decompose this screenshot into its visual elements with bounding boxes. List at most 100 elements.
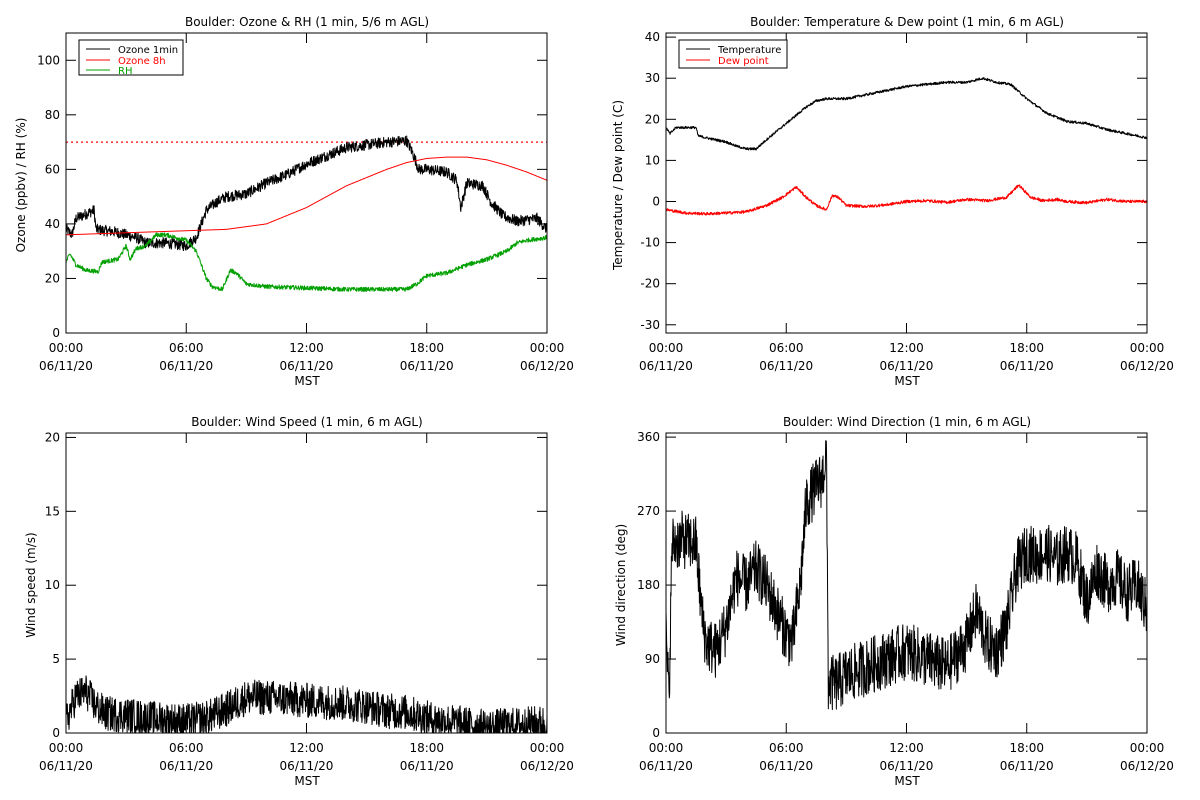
ozone-rh-line-rh xyxy=(65,232,548,293)
temperature-dewpoint-xtick-label-date: 06/12/20 xyxy=(1120,359,1174,373)
wind-direction-xtick-label-time: 00:00 xyxy=(1130,741,1165,755)
ozone-rh-ytick-label: 20 xyxy=(45,271,60,285)
panel-wind-direction-ylabel: Wind direction (deg) xyxy=(614,524,628,646)
ozone-rh-line-ozone-1min xyxy=(65,135,548,252)
temperature-dewpoint-ytick-label: 40 xyxy=(645,30,660,44)
ozone-rh-xtick-label-date: 06/12/20 xyxy=(520,359,574,373)
panel-wind-direction: Boulder: Wind Direction (1 min, 6 m AGL)… xyxy=(614,415,1174,788)
panel-ozone-rh-plot-area xyxy=(65,32,548,334)
wind-direction-ytick-label: 270 xyxy=(637,504,660,518)
wind-speed-xtick-label-time: 06:00 xyxy=(169,741,204,755)
wind-direction-line-series-0 xyxy=(665,440,1148,711)
wind-direction-ytick-label: 0 xyxy=(652,726,660,740)
wind-direction-xtick-label-time: 06:00 xyxy=(769,741,804,755)
wind-direction-ytick-label: 360 xyxy=(637,430,660,444)
panel-wind-direction-xlabel: MST xyxy=(894,774,920,788)
legend-box xyxy=(678,39,788,69)
ozone-rh-line-ozone-8h xyxy=(65,156,548,236)
temperature-dewpoint-xtick-label-date: 06/11/20 xyxy=(759,359,813,373)
wind-direction-xtick-label-time: 18:00 xyxy=(1009,741,1044,755)
panel-ozone-rh-title: Boulder: Ozone & RH (1 min, 5/6 m AGL) xyxy=(185,15,429,29)
temperature-dewpoint-xtick-label-date: 06/11/20 xyxy=(639,359,693,373)
temperature-dewpoint-ytick-label: 30 xyxy=(645,71,660,85)
temperature-dewpoint-ytick-label: -10 xyxy=(640,236,660,250)
temperature-dewpoint-xtick-label-date: 06/11/20 xyxy=(880,359,934,373)
ozone-rh-xtick-label-time: 18:00 xyxy=(409,341,444,355)
temperature-dewpoint-ytick-label: 0 xyxy=(652,194,660,208)
panel-ozone-rh: Boulder: Ozone & RH (1 min, 5/6 m AGL) O… xyxy=(14,15,574,388)
panel-ozone-rh-ylabel: Ozone (ppbv) / RH (%) xyxy=(14,118,28,253)
panel-wind-speed: Boulder: Wind Speed (1 min, 6 m AGL) Win… xyxy=(24,415,574,788)
wind-direction-xtick-label-time: 00:00 xyxy=(649,741,684,755)
temperature-dewpoint-ytick-label: -30 xyxy=(640,318,660,332)
temperature-dewpoint-xtick-label-time: 00:00 xyxy=(649,341,684,355)
ozone-rh-xtick-label-date: 06/11/20 xyxy=(400,359,454,373)
wind-direction-xtick-label-date: 06/11/20 xyxy=(1000,759,1054,773)
wind-direction-xtick-label-date: 06/11/20 xyxy=(639,759,693,773)
temperature-dewpoint-xtick-label-time: 12:00 xyxy=(889,341,924,355)
ozone-rh-ytick-label: 0 xyxy=(52,326,60,340)
wind-speed-xtick-label-time: 12:00 xyxy=(289,741,324,755)
legend-label-dew-point: Dew point xyxy=(718,56,769,67)
legend-box xyxy=(78,39,184,76)
legend-label-ozone-1min: Ozone 1min xyxy=(118,45,178,56)
ozone-rh-xtick-label-time: 06:00 xyxy=(169,341,204,355)
wind-speed-xtick-label-time: 18:00 xyxy=(409,741,444,755)
ozone-rh-ytick-label: 60 xyxy=(45,162,60,176)
temperature-dewpoint-xtick-label-time: 00:00 xyxy=(1130,341,1165,355)
wind-speed-xtick-label-date: 06/11/20 xyxy=(39,759,93,773)
panel-temperature-dewpoint-ylabel: Temperature / Dew point (C) xyxy=(611,100,625,271)
panel-wind-speed-plot-area xyxy=(65,432,548,734)
ozone-rh-ytick-label: 100 xyxy=(37,53,60,67)
ozone-rh-ytick-label: 40 xyxy=(45,217,60,231)
panel-ozone-rh-xlabel: MST xyxy=(294,374,320,388)
legend-label-ozone-8h: Ozone 8h xyxy=(118,56,166,67)
panel-wind-speed-title: Boulder: Wind Speed (1 min, 6 m AGL) xyxy=(191,415,423,429)
temperature-dewpoint-xtick-label-date: 06/11/20 xyxy=(1000,359,1054,373)
wind-speed-ytick-label: 5 xyxy=(52,652,60,666)
temperature-dewpoint-xtick-label-time: 06:00 xyxy=(769,341,804,355)
temperature-dewpoint-ytick-label: -20 xyxy=(640,277,660,291)
wind-direction-xtick-label-date: 06/11/20 xyxy=(759,759,813,773)
panel-temperature-dewpoint-title: Boulder: Temperature & Dew point (1 min,… xyxy=(750,15,1064,29)
panel-wind-direction-title: Boulder: Wind Direction (1 min, 6 m AGL) xyxy=(783,415,1031,429)
wind-speed-xtick-label-date: 06/11/20 xyxy=(280,759,334,773)
ozone-rh-ytick-label: 80 xyxy=(45,108,60,122)
panel-temperature-dewpoint-legend: Temperature Dew point xyxy=(678,39,788,69)
panel-temperature-dewpoint: Boulder: Temperature & Dew point (1 min,… xyxy=(611,15,1174,388)
ozone-rh-xtick-label-time: 00:00 xyxy=(49,341,84,355)
panel-wind-speed-xlabel: MST xyxy=(294,774,320,788)
temperature-dewpoint-ytick-label: 20 xyxy=(645,112,660,126)
temperature-dewpoint-line-temperature xyxy=(665,77,1148,151)
ozone-rh-xtick-label-date: 06/11/20 xyxy=(39,359,93,373)
panel-wind-direction-plot-area xyxy=(665,432,1148,734)
wind-speed-ytick-label: 20 xyxy=(45,430,60,444)
wind-direction-xtick-label-date: 06/12/20 xyxy=(1120,759,1174,773)
panel-temperature-dewpoint-xlabel: MST xyxy=(894,374,920,388)
wind-direction-ytick-label: 180 xyxy=(637,578,660,592)
panel-temperature-dewpoint-plot-area xyxy=(665,32,1148,334)
wind-direction-xtick-label-date: 06/11/20 xyxy=(880,759,934,773)
wind-speed-xtick-label-time: 00:00 xyxy=(49,741,84,755)
ozone-rh-xtick-label-date: 06/11/20 xyxy=(159,359,213,373)
wind-speed-xtick-label-date: 06/11/20 xyxy=(400,759,454,773)
panel-ozone-rh-legend: Ozone 1min Ozone 8h RH xyxy=(78,39,184,77)
wind-speed-ytick-label: 0 xyxy=(52,726,60,740)
ozone-rh-xtick-label-time: 00:00 xyxy=(530,341,565,355)
wind-speed-ytick-label: 10 xyxy=(45,578,60,592)
legend-label-temperature: Temperature xyxy=(717,45,781,56)
wind-speed-xtick-label-date: 06/12/20 xyxy=(520,759,574,773)
wind-direction-xtick-label-time: 12:00 xyxy=(889,741,924,755)
ozone-rh-xtick-label-date: 06/11/20 xyxy=(280,359,334,373)
wind-direction-ytick-label: 90 xyxy=(645,652,660,666)
legend-label-rh: RH xyxy=(118,66,132,77)
wind-speed-xtick-label-time: 00:00 xyxy=(530,741,565,755)
temperature-dewpoint-ytick-label: 10 xyxy=(645,153,660,167)
wind-speed-xtick-label-date: 06/11/20 xyxy=(159,759,213,773)
temperature-dewpoint-line-dew-point xyxy=(665,184,1148,216)
temperature-dewpoint-xtick-label-time: 18:00 xyxy=(1009,341,1044,355)
wind-speed-ytick-label: 15 xyxy=(45,504,60,518)
panel-wind-speed-ylabel: Wind speed (m/s) xyxy=(24,532,38,637)
ozone-rh-xtick-label-time: 12:00 xyxy=(289,341,324,355)
